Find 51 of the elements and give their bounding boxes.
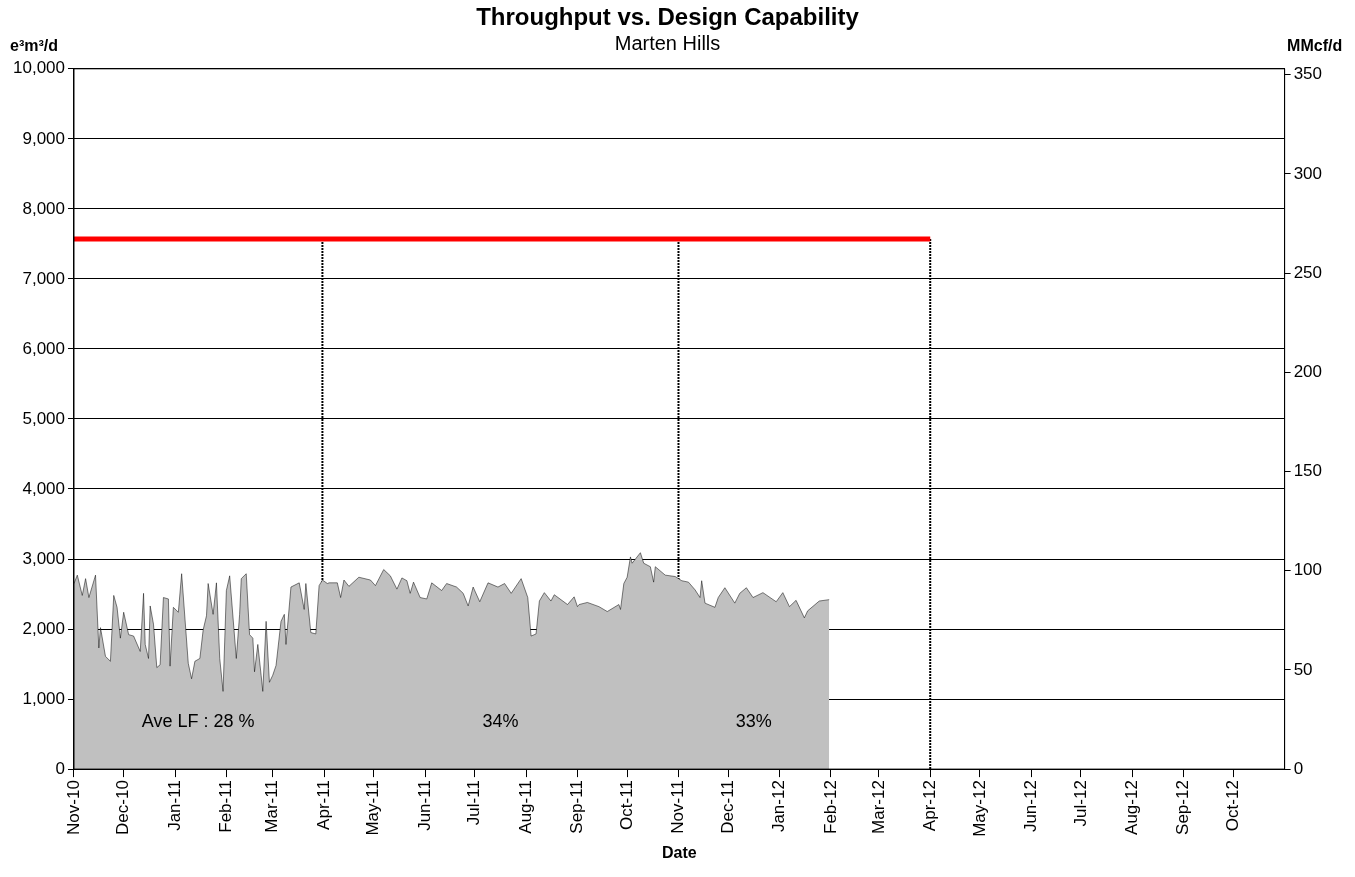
y2-tick-label: 50 xyxy=(1293,659,1313,679)
y-tick-label: 4,000 xyxy=(22,478,65,498)
y-tick-label: 7,000 xyxy=(22,268,65,288)
y2-tick-label: 0 xyxy=(1293,758,1304,778)
y-tick-label: 0 xyxy=(55,758,65,778)
x-tick-label: Oct-11 xyxy=(616,780,636,830)
y-tick-label: 9,000 xyxy=(22,128,65,148)
x-tick-label: Sep-12 xyxy=(1173,780,1193,835)
x-tick-label: Jan-11 xyxy=(164,780,184,831)
x-tick-label: Apr-12 xyxy=(919,780,939,832)
x-tick-label: May-11 xyxy=(363,780,383,836)
x-tick-label: Dec-11 xyxy=(717,780,737,834)
x-tick-label: May-12 xyxy=(969,780,989,837)
y-tick-label: 1,000 xyxy=(22,688,65,708)
y2-tick-label: 100 xyxy=(1293,560,1323,580)
x-tick-label: Aug-12 xyxy=(1121,780,1141,835)
x-axis-title: Date xyxy=(661,843,697,861)
y2-tick-label: 350 xyxy=(1293,64,1323,84)
x-tick-label: Nov-11 xyxy=(668,780,688,834)
x-tick-label: Feb-11 xyxy=(216,780,236,833)
x-tick-label: Apr-11 xyxy=(313,780,333,830)
y2-tick-label: 200 xyxy=(1293,362,1323,382)
x-tick-label: Feb-12 xyxy=(820,780,840,834)
chart-title: Throughput vs. Design Capability xyxy=(476,3,860,31)
x-tick-label: Jul-11 xyxy=(464,780,484,826)
x-tick-label: Mar-11 xyxy=(262,780,282,833)
x-tick-label: Sep-11 xyxy=(567,780,587,834)
annotation: Ave LF : 28 % xyxy=(141,711,255,732)
x-tick-label: Jun-12 xyxy=(1020,780,1040,833)
x-tick-label: Jul-12 xyxy=(1070,780,1090,827)
y-tick-label: 8,000 xyxy=(22,198,65,218)
chart-subtitle: Marten Hills xyxy=(614,32,721,55)
x-tick-label: Oct-12 xyxy=(1222,780,1242,832)
x-tick-label: Dec-10 xyxy=(113,780,133,835)
y-tick-label: 10,000 xyxy=(13,58,65,78)
y2-axis-title: MMcf/d xyxy=(1287,37,1343,55)
annotation: 34% xyxy=(482,711,519,732)
y-axis-title: e³m³/d xyxy=(10,37,58,55)
annotation: 33% xyxy=(735,711,772,732)
y-tick-label: 6,000 xyxy=(22,338,65,358)
x-tick-label: Jan-12 xyxy=(769,780,789,833)
x-tick-label: Aug-11 xyxy=(515,780,535,834)
x-tick-label: Mar-12 xyxy=(868,780,888,834)
y2-tick-label: 150 xyxy=(1293,461,1323,481)
y2-tick-label: 300 xyxy=(1293,163,1323,183)
y-tick-label: 2,000 xyxy=(22,618,65,638)
y-tick-label: 5,000 xyxy=(22,408,65,428)
x-tick-label: Nov-10 xyxy=(63,780,83,835)
y-tick-label: 3,000 xyxy=(22,548,65,568)
x-tick-label: Jun-11 xyxy=(414,780,434,831)
y2-tick-label: 250 xyxy=(1293,262,1323,282)
